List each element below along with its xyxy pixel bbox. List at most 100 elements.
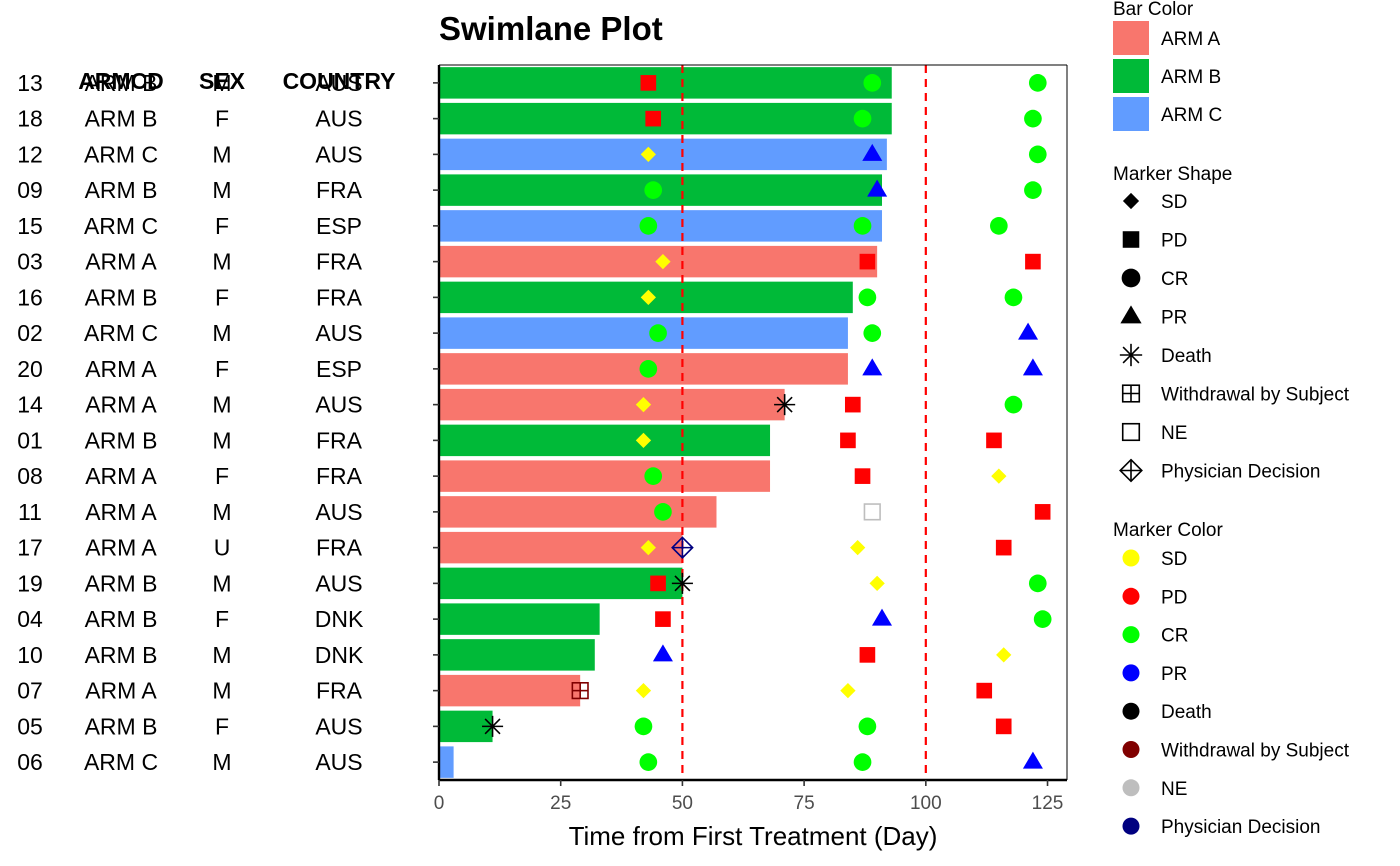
x-tick-label: 125 <box>1032 793 1064 814</box>
country-cell: AUS <box>315 106 362 132</box>
legend-label: CR <box>1161 269 1188 290</box>
table-row: 13 ARM B M AUS <box>17 70 362 96</box>
x-axis-label: Time from First Treatment (Day) <box>569 821 938 851</box>
legend-label: PD <box>1161 587 1187 608</box>
subject-id-label: 17 <box>17 535 43 561</box>
marker-point <box>853 109 872 128</box>
marker-triangle <box>652 644 673 662</box>
plot-panel: 0 25 50 75 100 125 <box>433 64 1068 814</box>
armcd-cell: ARM B <box>85 606 158 632</box>
sex-cell: M <box>212 320 231 346</box>
table-row: 07 ARM A M FRA <box>17 678 362 704</box>
bar <box>439 674 581 707</box>
marker-point <box>482 715 504 737</box>
marker-circle <box>649 324 667 342</box>
chart-title: Swimlane Plot <box>439 10 663 47</box>
sex-cell: M <box>212 570 231 596</box>
bar <box>439 138 887 171</box>
legend-shape-key <box>1120 305 1142 324</box>
legend-color-key <box>1122 626 1140 644</box>
marker-asterisk-stroke <box>484 718 501 735</box>
subject-id-label: 05 <box>17 713 43 739</box>
marker-point <box>986 432 1002 449</box>
legend-swatch <box>1113 21 1149 55</box>
marker-triangle <box>1022 358 1043 376</box>
subject-id-label: 18 <box>17 106 43 132</box>
marker-point <box>853 753 872 771</box>
marker-point <box>844 396 861 413</box>
sex-cell: F <box>215 356 229 382</box>
legend-label: CR <box>1161 626 1188 647</box>
marker-point <box>840 682 856 699</box>
marker-circle <box>853 753 872 771</box>
marker-point <box>645 110 662 127</box>
table-row: 01 ARM B M FRA <box>17 427 362 453</box>
marker-point <box>640 539 656 556</box>
marker-circle <box>990 217 1008 235</box>
bar <box>439 424 771 457</box>
country-cell: AUS <box>315 749 362 775</box>
marker-point <box>859 253 876 270</box>
sex-cell: M <box>212 499 231 525</box>
marker-point <box>990 217 1008 235</box>
marker-diamond <box>840 682 856 699</box>
armcd-cell: ARM B <box>85 106 158 132</box>
table-row: 06 ARM C M AUS <box>17 749 362 775</box>
armcd-cell: ARM B <box>85 177 158 203</box>
marker-point <box>635 682 652 699</box>
armcd-cell: ARM B <box>85 713 158 739</box>
marker-point <box>871 608 893 626</box>
marker-circle <box>654 503 672 521</box>
country-cell: FRA <box>316 284 363 310</box>
subject-id-label: 02 <box>17 320 43 346</box>
marker-triangle <box>1120 305 1142 324</box>
country-cell: AUS <box>315 499 362 525</box>
country-cell: AUS <box>315 320 362 346</box>
x-tick-label: 50 <box>672 793 693 814</box>
marker-point <box>1025 253 1041 270</box>
armcd-cell: ARM C <box>84 141 158 167</box>
subject-id-label: 06 <box>17 749 43 775</box>
marker-point <box>652 644 673 662</box>
bar <box>439 460 771 492</box>
marker-circle <box>639 360 658 378</box>
country-cell: ESP <box>316 213 362 239</box>
marker-point <box>1022 358 1043 376</box>
marker-square-outline <box>1121 422 1141 442</box>
marker-circle <box>1121 268 1141 288</box>
legend-color-key <box>1122 587 1140 605</box>
legend-label: PD <box>1161 231 1187 252</box>
armcd-cell: ARM B <box>85 284 158 310</box>
marker-point <box>639 753 658 771</box>
marker-circle <box>863 324 882 342</box>
marker-square <box>995 718 1012 735</box>
marker-square <box>986 432 1002 449</box>
marker-point <box>862 358 883 376</box>
bar <box>439 639 595 671</box>
table-row: 04 ARM B F DNK <box>17 606 364 632</box>
legend-label: Withdrawal by Subject <box>1161 741 1350 762</box>
marker-point <box>976 682 993 699</box>
legend-label: NE <box>1161 423 1187 444</box>
legend-color-key <box>1122 702 1140 720</box>
marker-square <box>645 110 662 127</box>
legend-swatch <box>1113 59 1149 93</box>
subject-id-label: 20 <box>17 356 43 382</box>
armcd-cell: ARM A <box>85 678 157 704</box>
legend-title-marker-shape: Marker Shape <box>1113 164 1232 185</box>
marker-point <box>640 289 656 306</box>
marker-point <box>655 253 671 270</box>
marker-diamond <box>991 468 1007 484</box>
marker-point <box>853 217 872 235</box>
legend-shape-key <box>1121 384 1141 403</box>
marker-point <box>863 503 881 521</box>
subject-id-label: 07 <box>17 678 43 704</box>
sex-cell: F <box>215 713 229 739</box>
marker-point <box>862 143 883 161</box>
marker-square <box>854 468 871 484</box>
marker-point <box>635 396 652 413</box>
markers <box>482 74 1052 771</box>
plot-background <box>439 65 1067 780</box>
marker-circle <box>639 753 658 771</box>
marker-square <box>1034 504 1051 520</box>
